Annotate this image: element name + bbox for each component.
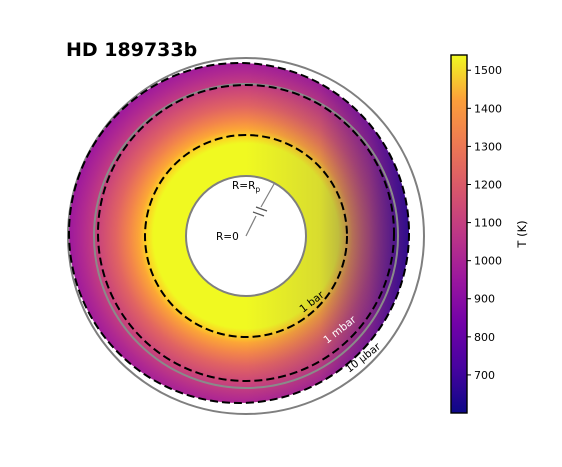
radius-indicator — [245, 183, 275, 237]
colorbar-ticks: 700 800 900 1000 1100 1200 1300 1400 1500 — [467, 64, 502, 382]
label-r-planet: R=Rp — [232, 180, 260, 194]
colorbar-tick-label: 900 — [474, 293, 495, 306]
colorbar-tick-label: 700 — [474, 369, 495, 382]
colorbar-tick-label: 1000 — [474, 255, 502, 268]
figure-title: HD 189733b — [66, 39, 197, 61]
colorbar-tick-label: 800 — [474, 331, 495, 344]
isobar-10ubar-line — [68, 62, 410, 404]
colorbar-tick-label: 1100 — [474, 217, 502, 230]
colorbar-tick-label: 1500 — [474, 64, 502, 77]
colorbar-gradient — [450, 54, 468, 414]
mbar-reference-circle — [93, 83, 399, 389]
colorbar-tick-label: 1400 — [474, 102, 502, 115]
colorbar-label: T (K) — [515, 220, 529, 248]
colorbar: 700 800 900 1000 1100 1200 1300 1400 1500 T (K) — [450, 54, 529, 414]
outer-atmosphere-circle — [67, 57, 425, 415]
label-r-zero: R=0 — [216, 231, 239, 243]
colorbar-tick-label: 1300 — [474, 140, 502, 153]
colorbar-tick-label: 1200 — [474, 178, 502, 191]
isobar-1mbar-line — [97, 84, 395, 382]
isobar-1bar-line — [144, 134, 348, 338]
